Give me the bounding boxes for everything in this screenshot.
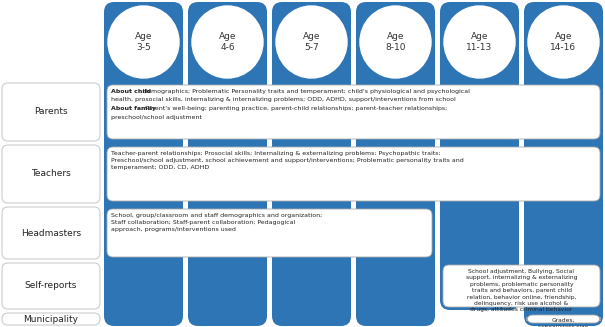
Ellipse shape [276,6,347,78]
FancyBboxPatch shape [2,83,100,141]
FancyBboxPatch shape [2,313,100,325]
FancyBboxPatch shape [443,265,600,307]
FancyBboxPatch shape [107,147,600,201]
Text: About family: About family [111,106,156,111]
Text: Age
14-16: Age 14-16 [551,32,577,52]
Text: Age
8-10: Age 8-10 [385,32,406,52]
FancyBboxPatch shape [107,209,432,257]
FancyBboxPatch shape [356,2,435,326]
Text: Municipality: Municipality [24,315,79,323]
Ellipse shape [108,6,179,78]
Text: Age
4-6: Age 4-6 [219,32,236,52]
Text: Teachers: Teachers [31,169,71,179]
Text: Self-reports: Self-reports [25,282,77,290]
Text: Headmasters: Headmasters [21,229,81,237]
Text: Parents: Parents [34,108,68,116]
FancyBboxPatch shape [2,145,100,203]
Ellipse shape [192,6,263,78]
FancyBboxPatch shape [2,263,100,309]
Text: health, prosocial skills, internalizing & internalizing problems; ODD, ADHD, sup: health, prosocial skills, internalizing … [111,97,456,102]
FancyBboxPatch shape [524,2,603,326]
FancyBboxPatch shape [527,315,600,323]
Text: Age
11-13: Age 11-13 [466,32,492,52]
Text: : demographics; Problematic Personality traits and temperament; child's physiolo: : demographics; Problematic Personality … [139,89,470,94]
Text: Teacher-parent relationships; Prosocial skills; Internalizing & externalizing pr: Teacher-parent relationships; Prosocial … [111,151,464,170]
FancyBboxPatch shape [272,2,351,326]
Ellipse shape [360,6,431,78]
Text: : Parent's well-being; parenting practice, parent-child relationships; parent-te: : Parent's well-being; parenting practic… [141,106,447,111]
FancyBboxPatch shape [188,2,267,326]
FancyBboxPatch shape [2,207,100,259]
Text: Grades,
school/class size,
staff turnover,
truancy: Grades, school/class size, staff turnove… [537,318,589,327]
Ellipse shape [528,6,599,78]
FancyBboxPatch shape [104,2,183,326]
Text: About child: About child [111,89,151,94]
Text: preschool/school adjustment: preschool/school adjustment [111,114,202,119]
FancyBboxPatch shape [107,85,600,139]
Text: Age
5-7: Age 5-7 [302,32,320,52]
Text: School, group/classroom and staff demographics and organization;
Staff collabora: School, group/classroom and staff demogr… [111,213,322,232]
Text: Age
3-5: Age 3-5 [135,32,152,52]
Text: School adjustment, Bullying, Social
support, internalizing & externalizing
probl: School adjustment, Bullying, Social supp… [466,269,577,312]
FancyBboxPatch shape [440,2,519,310]
Ellipse shape [444,6,515,78]
